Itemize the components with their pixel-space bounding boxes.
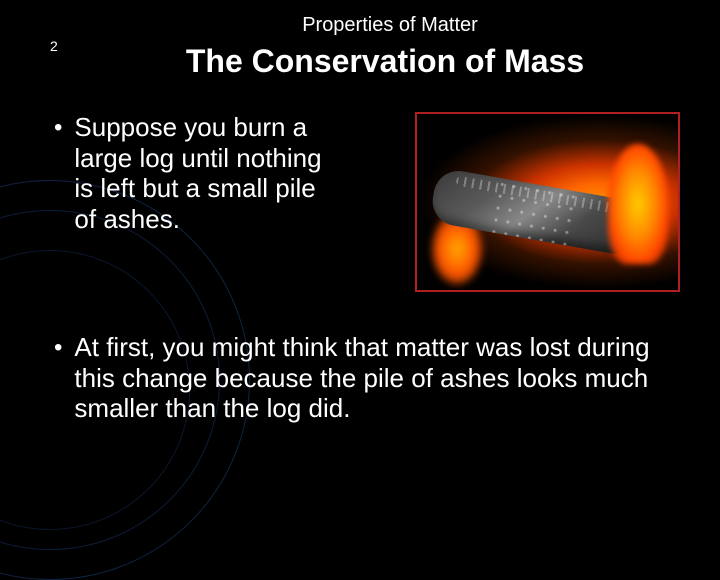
bullet-row-2: • At first, you might think that matter … (30, 332, 690, 424)
bullet-block-1: • Suppose you burn a large log until not… (30, 112, 395, 235)
bullet-text-1: Suppose you burn a large log until nothi… (74, 112, 334, 235)
burning-log-image (415, 112, 680, 292)
bullet-marker: • (54, 334, 62, 362)
slide-content: Properties of Matter 2 The Conservation … (0, 0, 720, 444)
section-number: 2 (50, 38, 58, 54)
topic-header: Properties of Matter (90, 14, 690, 37)
slide-title: The Conservation of Mass (80, 43, 690, 80)
bullet-text-2: At first, you might think that matter wa… (74, 332, 690, 424)
bullet-marker: • (54, 114, 62, 142)
flame-right (608, 144, 668, 264)
bullet-row-1: • Suppose you burn a large log until not… (30, 112, 690, 292)
